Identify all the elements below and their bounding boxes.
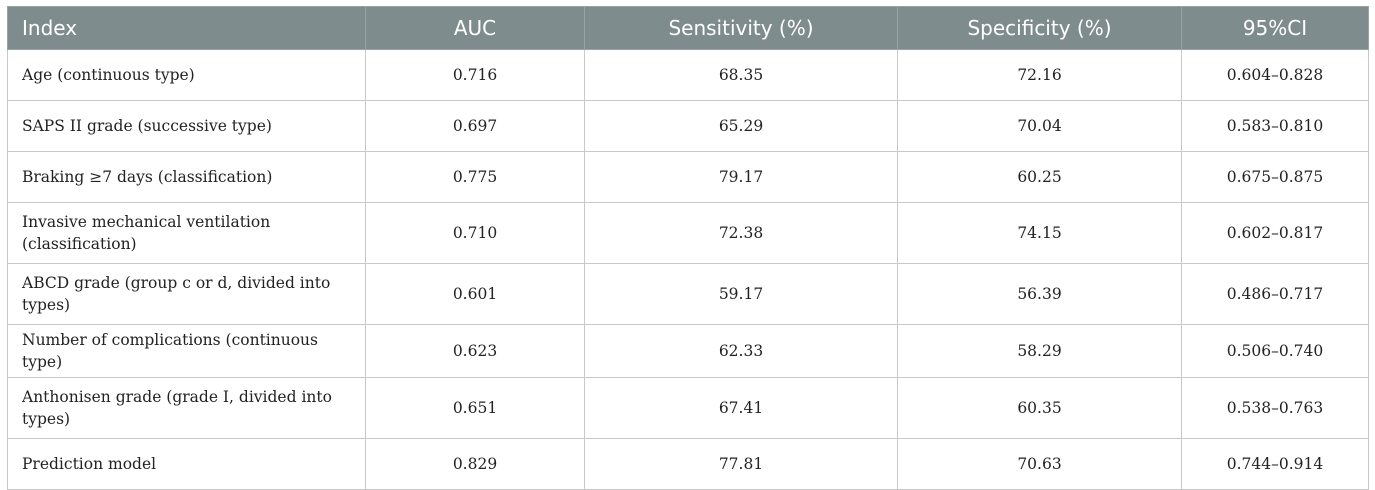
cell-auc: 0.775: [365, 151, 585, 203]
cell-auc: 0.829: [365, 438, 585, 490]
header-specificity: Specificity (%): [897, 6, 1182, 50]
cell-ci: 0.744–0.914: [1181, 438, 1369, 490]
cell-specificity: 58.29: [897, 324, 1182, 378]
cell-auc: 0.623: [365, 324, 585, 378]
cell-index: Age (continuous type): [7, 49, 366, 101]
cell-sensitivity: 65.29: [584, 100, 898, 152]
table-header: Index AUC Sensitivity (%) Specificity (%…: [7, 6, 1369, 50]
header-index: Index: [7, 6, 366, 50]
cell-auc: 0.651: [365, 377, 585, 439]
cell-auc: 0.601: [365, 263, 585, 325]
cell-auc: 0.710: [365, 202, 585, 264]
cell-auc: 0.716: [365, 49, 585, 101]
cell-sensitivity: 62.33: [584, 324, 898, 378]
cell-ci: 0.538–0.763: [1181, 377, 1369, 439]
cell-index: Number of complications (continuous type…: [7, 324, 366, 378]
cell-index: Invasive mechanical ventilation (classif…: [7, 202, 366, 264]
cell-specificity: 72.16: [897, 49, 1182, 101]
cell-ci: 0.486–0.717: [1181, 263, 1369, 325]
header-row: Index AUC Sensitivity (%) Specificity (%…: [7, 6, 1369, 50]
table-row: Number of complications (continuous type…: [7, 324, 1369, 378]
table-row: Braking ≥7 days (classification) 0.775 7…: [7, 151, 1369, 203]
cell-index: Braking ≥7 days (classification): [7, 151, 366, 203]
cell-index: SAPS II grade (successive type): [7, 100, 366, 152]
table-body: Age (continuous type) 0.716 68.35 72.16 …: [7, 49, 1369, 490]
results-table: Index AUC Sensitivity (%) Specificity (%…: [7, 6, 1369, 490]
cell-specificity: 60.35: [897, 377, 1182, 439]
table-row: ABCD grade (group c or d, divided into t…: [7, 263, 1369, 325]
cell-specificity: 70.63: [897, 438, 1182, 490]
cell-specificity: 74.15: [897, 202, 1182, 264]
header-ci: 95%CI: [1181, 6, 1369, 50]
table-row: SAPS II grade (successive type) 0.697 65…: [7, 100, 1369, 152]
cell-specificity: 70.04: [897, 100, 1182, 152]
table-row: Age (continuous type) 0.716 68.35 72.16 …: [7, 49, 1369, 101]
cell-sensitivity: 67.41: [584, 377, 898, 439]
cell-sensitivity: 59.17: [584, 263, 898, 325]
cell-ci: 0.583–0.810: [1181, 100, 1369, 152]
cell-index: Prediction model: [7, 438, 366, 490]
header-sensitivity: Sensitivity (%): [584, 6, 898, 50]
cell-ci: 0.602–0.817: [1181, 202, 1369, 264]
table-row: Invasive mechanical ventilation (classif…: [7, 202, 1369, 264]
table-row: Anthonisen grade (grade I, divided into …: [7, 377, 1369, 439]
cell-index: Anthonisen grade (grade I, divided into …: [7, 377, 366, 439]
cell-index: ABCD grade (group c or d, divided into t…: [7, 263, 366, 325]
cell-auc: 0.697: [365, 100, 585, 152]
cell-sensitivity: 79.17: [584, 151, 898, 203]
cell-sensitivity: 72.38: [584, 202, 898, 264]
table-row: Prediction model 0.829 77.81 70.63 0.744…: [7, 438, 1369, 490]
cell-ci: 0.675–0.875: [1181, 151, 1369, 203]
cell-specificity: 56.39: [897, 263, 1182, 325]
cell-ci: 0.604–0.828: [1181, 49, 1369, 101]
cell-sensitivity: 77.81: [584, 438, 898, 490]
cell-specificity: 60.25: [897, 151, 1182, 203]
header-auc: AUC: [365, 6, 585, 50]
cell-sensitivity: 68.35: [584, 49, 898, 101]
cell-ci: 0.506–0.740: [1181, 324, 1369, 378]
